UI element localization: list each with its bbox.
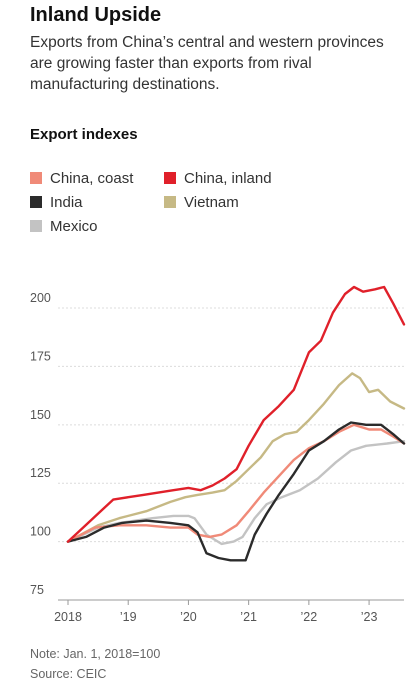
legend-swatch: [30, 196, 42, 208]
x-tick-label: ’23: [361, 610, 378, 624]
x-tick-label: ’20: [180, 610, 197, 624]
legend-item-india: India: [30, 194, 83, 211]
line-chart: 75 100 125 150 175 200 2018 ’19 ’20 ’21 ’22 ’23: [30, 285, 406, 624]
chart-title: Inland Upside: [30, 4, 162, 26]
series-line-india: [66, 421, 406, 562]
series-line-mexico: [66, 440, 406, 546]
y-tick-label: 125: [30, 466, 51, 480]
legend-label: India: [50, 194, 83, 211]
legend: China, coast China, inland India Vietnam…: [30, 170, 410, 242]
chart-note: Note: Jan. 1, 2018=100: [30, 647, 161, 661]
legend-item-vietnam: Vietnam: [164, 194, 239, 211]
legend-swatch: [30, 172, 42, 184]
x-tick-label: ’22: [301, 610, 318, 624]
y-tick-label: 175: [30, 349, 51, 363]
series-line-china-inland: [66, 285, 406, 543]
legend-label: China, coast: [50, 170, 134, 187]
legend-swatch: [30, 220, 42, 232]
x-tick-label: ’19: [120, 610, 137, 624]
legend-item-china-inland: China, inland: [164, 170, 272, 187]
section-heading: Export indexes: [30, 126, 138, 143]
y-tick-label: 200: [30, 291, 51, 305]
series-line-china-coast: [66, 423, 406, 543]
legend-swatch: [164, 196, 176, 208]
legend-label: Mexico: [50, 218, 98, 235]
legend-label: Vietnam: [184, 194, 239, 211]
y-tick-label: 100: [30, 525, 51, 539]
legend-swatch: [164, 172, 176, 184]
y-tick-label: 150: [30, 408, 51, 422]
chart-source: Source: CEIC: [30, 667, 107, 681]
chart-subtitle: Exports from China’s central and western…: [30, 34, 384, 93]
legend-label: China, inland: [184, 170, 272, 187]
legend-item-mexico: Mexico: [30, 218, 98, 235]
x-tick-label: ’21: [240, 610, 257, 624]
x-tick-label: 2018: [54, 610, 82, 624]
legend-item-china-coast: China, coast: [30, 170, 133, 187]
series-line-vietnam: [66, 372, 406, 543]
y-tick-label: 75: [30, 583, 44, 597]
